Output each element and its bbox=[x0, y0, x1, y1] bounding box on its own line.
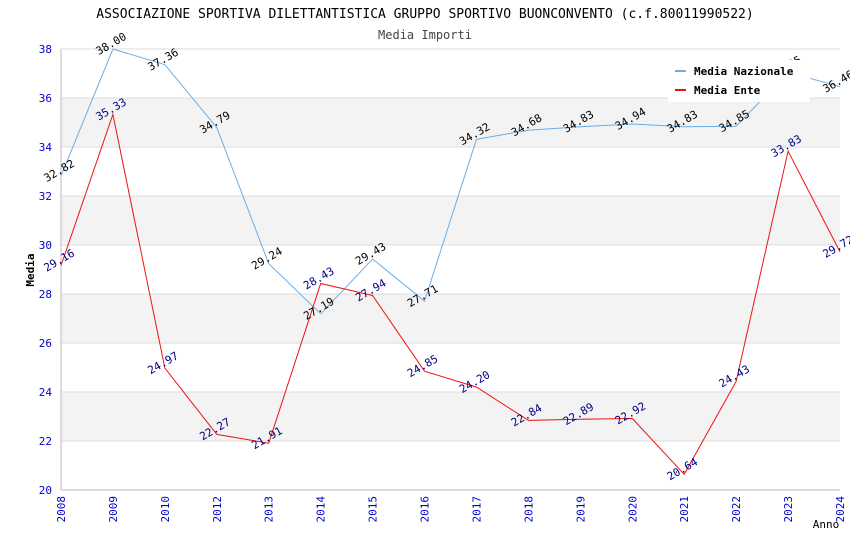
y-tick-label: 34 bbox=[39, 141, 53, 154]
chart-subtitle: Media Importi bbox=[378, 28, 472, 42]
x-tick-label: 2021 bbox=[678, 496, 691, 523]
y-axis-title: Media bbox=[24, 253, 37, 286]
grid-bands bbox=[61, 98, 840, 441]
y-tick-label: 28 bbox=[39, 288, 52, 301]
x-axis-title: Anno bbox=[813, 518, 840, 531]
legend-label: Media Nazionale bbox=[694, 65, 794, 78]
legend-box bbox=[668, 60, 810, 102]
x-tick-label: 2012 bbox=[211, 496, 224, 523]
x-tick-label: 2020 bbox=[626, 496, 639, 523]
data-label: 29.24 bbox=[249, 244, 285, 272]
y-tick-label: 26 bbox=[39, 337, 52, 350]
y-tick-label: 36 bbox=[39, 92, 52, 105]
y-axis-ticks: 20 22 24 26 28 30 32 34 36 38 bbox=[39, 43, 53, 497]
grid-band bbox=[61, 294, 840, 343]
x-tick-label: 2017 bbox=[470, 496, 483, 523]
data-label: 32.82 bbox=[42, 157, 77, 185]
data-label: 24.43 bbox=[717, 363, 752, 391]
x-tick-label: 2024 bbox=[834, 496, 847, 523]
grid-band bbox=[61, 98, 840, 147]
series-line bbox=[60, 48, 841, 315]
series-lines bbox=[60, 48, 841, 476]
x-tick-label: 2010 bbox=[159, 496, 172, 523]
x-tick-label: 2018 bbox=[522, 496, 535, 523]
x-tick-label: 2009 bbox=[107, 496, 120, 523]
axes bbox=[60, 49, 840, 491]
x-tick-label: 2022 bbox=[730, 496, 743, 523]
data-label: 24.97 bbox=[146, 349, 181, 377]
y-tick-label: 32 bbox=[39, 190, 52, 203]
x-tick-label: 2023 bbox=[782, 496, 795, 523]
y-tick-label: 24 bbox=[39, 386, 53, 399]
y-tick-label: 22 bbox=[39, 435, 52, 448]
x-tick-label: 2008 bbox=[55, 496, 68, 523]
data-label: 24.85 bbox=[405, 352, 440, 380]
x-tick-label: 2013 bbox=[263, 496, 276, 523]
y-tick-label: 38 bbox=[39, 43, 52, 56]
data-label: 37.36 bbox=[146, 46, 181, 74]
x-tick-label: 2014 bbox=[315, 496, 328, 523]
y-tick-label: 20 bbox=[39, 484, 52, 497]
x-tick-label: 2015 bbox=[367, 496, 380, 523]
x-tick-label: 2019 bbox=[574, 496, 587, 523]
x-axis-ticks: 2008 2009 2010 2012 2013 2014 2015 2016 2017 2018… bbox=[55, 496, 847, 523]
series-line bbox=[60, 112, 841, 476]
data-label: 36.46 bbox=[821, 68, 850, 96]
chart-title: ASSOCIAZIONE SPORTIVA DILETTANTISTICA GR… bbox=[96, 7, 753, 22]
legend: Media Nazionale Media Ente bbox=[668, 60, 810, 102]
y-tick-label: 30 bbox=[39, 239, 52, 252]
grid-band bbox=[61, 392, 840, 441]
x-tick-label: 2016 bbox=[419, 496, 432, 523]
legend-label: Media Ente bbox=[694, 84, 761, 97]
